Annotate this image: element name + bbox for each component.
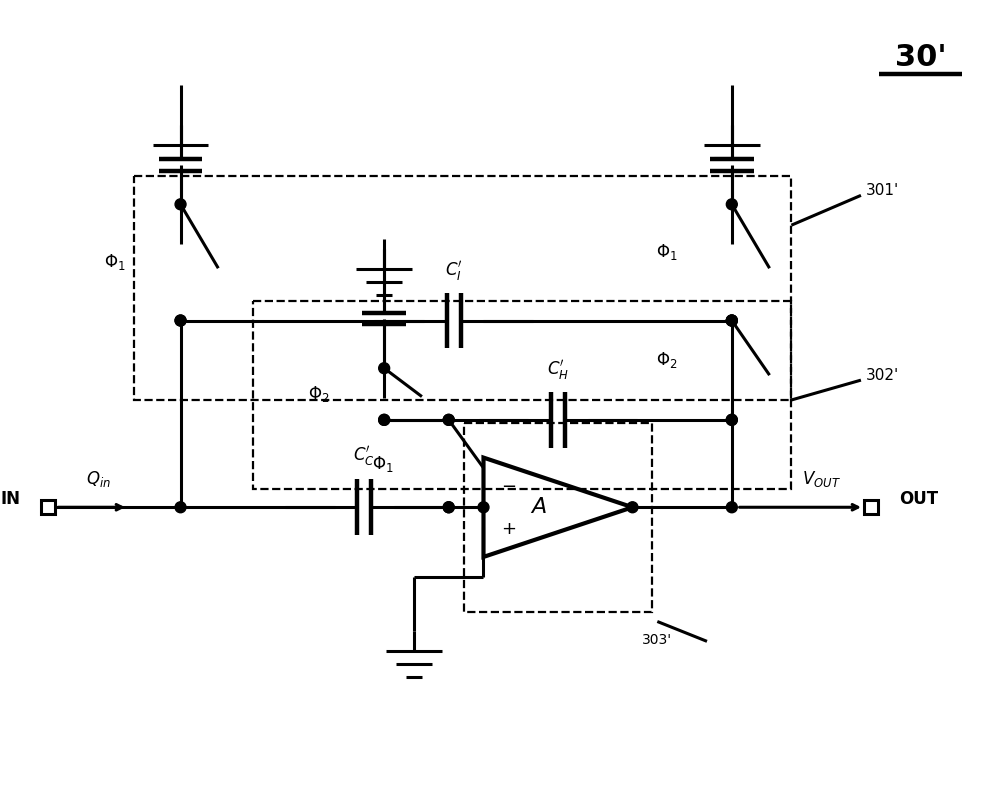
Circle shape xyxy=(627,501,638,513)
Circle shape xyxy=(175,501,186,513)
Text: $C_H'$: $C_H'$ xyxy=(547,358,569,382)
Text: $-$: $-$ xyxy=(501,477,517,494)
Text: $\Phi_1$: $\Phi_1$ xyxy=(104,252,126,272)
Text: 303': 303' xyxy=(642,634,673,647)
Circle shape xyxy=(175,315,186,326)
Text: $\Phi_2$: $\Phi_2$ xyxy=(308,384,330,404)
Text: $A$: $A$ xyxy=(530,498,547,517)
Circle shape xyxy=(443,415,454,425)
Text: $C_C'$: $C_C'$ xyxy=(353,443,375,467)
Circle shape xyxy=(443,501,454,513)
Circle shape xyxy=(726,415,737,425)
Circle shape xyxy=(478,501,489,513)
Text: $C_I'$: $C_I'$ xyxy=(445,259,463,283)
Bar xyxy=(864,501,878,514)
Text: OUT: OUT xyxy=(899,490,938,509)
Text: $Q_{in}$: $Q_{in}$ xyxy=(86,470,111,490)
Text: IN: IN xyxy=(1,490,21,509)
Circle shape xyxy=(726,315,737,326)
Text: $+$: $+$ xyxy=(501,520,516,538)
Bar xyxy=(41,501,55,514)
Text: $\Phi_1$: $\Phi_1$ xyxy=(372,454,394,474)
Bar xyxy=(253,301,791,490)
Circle shape xyxy=(175,315,186,326)
Circle shape xyxy=(379,415,390,425)
Circle shape xyxy=(726,415,737,425)
Circle shape xyxy=(726,199,737,210)
Text: $\Phi_2$: $\Phi_2$ xyxy=(656,350,677,370)
Text: $V_{OUT}$: $V_{OUT}$ xyxy=(802,470,841,490)
Circle shape xyxy=(726,315,737,326)
Circle shape xyxy=(726,501,737,513)
Circle shape xyxy=(175,199,186,210)
Circle shape xyxy=(379,415,390,425)
Text: 302': 302' xyxy=(866,368,899,383)
Circle shape xyxy=(726,315,737,326)
Text: 30': 30' xyxy=(895,43,946,72)
Circle shape xyxy=(443,501,454,513)
Bar xyxy=(464,423,652,611)
Bar xyxy=(134,175,791,400)
Circle shape xyxy=(379,363,390,373)
Text: $\Phi_1$: $\Phi_1$ xyxy=(656,242,677,262)
Circle shape xyxy=(443,415,454,425)
Text: 301': 301' xyxy=(866,183,899,198)
